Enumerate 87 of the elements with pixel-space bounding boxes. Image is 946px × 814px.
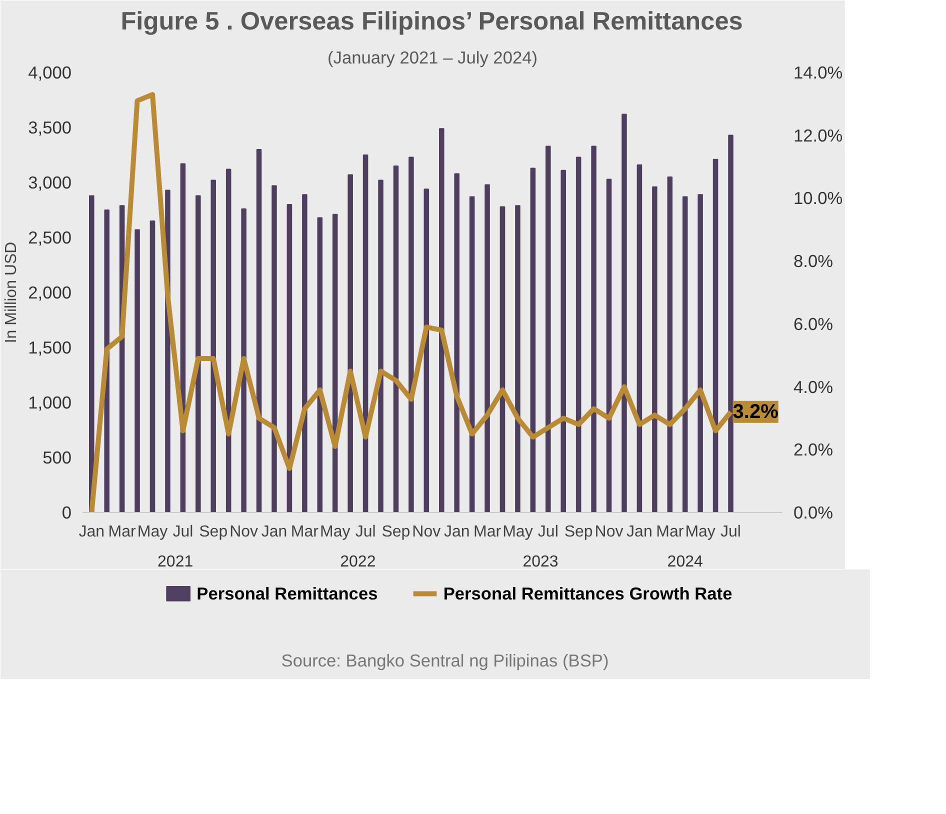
bar: [515, 205, 520, 512]
bar: [530, 168, 536, 512]
x-tick-label: May: [685, 524, 716, 540]
bar: [210, 180, 216, 512]
x-tick-label: Mar: [656, 524, 684, 540]
x-tick-label: Jan: [78, 524, 105, 540]
bar: [591, 146, 596, 512]
bar: [241, 208, 246, 512]
y-tick-label: 2,500: [28, 228, 72, 248]
bar: [454, 173, 460, 512]
y-axis-title: In Million USD: [3, 242, 20, 344]
chart-title: Figure 5 . Overseas Filipinos’ Personal Remittances: [120, 8, 743, 36]
x-tick-label: Sep: [199, 524, 228, 540]
bar: [484, 184, 490, 512]
bar: [286, 204, 292, 512]
bar: [698, 194, 703, 512]
bar: [272, 185, 277, 512]
bar: [622, 114, 627, 512]
bar: [439, 128, 444, 512]
bar: [728, 134, 734, 512]
y-tick-label: 3,500: [28, 118, 72, 138]
x-tick-label: Nov: [230, 524, 258, 540]
bar: [424, 188, 430, 512]
x-tick-label: Jan: [261, 524, 288, 540]
legend-label: Personal Remittances Growth Rate: [443, 584, 733, 604]
y2-tick-label: 8.0%: [794, 251, 833, 272]
bar: [196, 195, 201, 512]
bar: [393, 166, 399, 512]
bar: [348, 174, 353, 512]
bar: [682, 196, 688, 512]
y2-tick-label: 14.0%: [794, 62, 843, 82]
y2-tick-label: 6.0%: [794, 314, 833, 334]
bar: [408, 156, 414, 512]
text: 2023: [522, 554, 558, 570]
data-label: 3.2%: [732, 400, 779, 423]
bar: [317, 217, 323, 512]
bar: [302, 194, 308, 512]
bar: [546, 146, 551, 512]
x-tick-label: Jan: [626, 524, 652, 540]
y2-tick-label: 10.0%: [794, 188, 843, 208]
bar: [500, 206, 506, 512]
x-tick-label: Sep: [382, 524, 410, 540]
x-tick-label: Nov: [594, 524, 624, 540]
bar: [667, 176, 673, 512]
bar: [89, 195, 94, 512]
x-tick-label: May: [502, 524, 533, 540]
chart-subtitle: (January 2021 – July 2024): [328, 48, 538, 68]
y-tick-label: 3,000: [28, 172, 72, 192]
bar: [652, 186, 658, 512]
y-tick-label: 2,000: [28, 282, 72, 302]
text: 2024: [667, 554, 704, 570]
bar: [362, 154, 368, 512]
x-tick-label: Mar: [290, 524, 320, 540]
bar: [378, 180, 384, 512]
y2-tick-label: 12.0%: [794, 125, 843, 146]
x-tick-label: Jul: [720, 524, 741, 540]
y2-tick-label: 2.0%: [794, 440, 833, 460]
x-tick-label: Jul: [172, 524, 194, 540]
y-tick-label: 1,000: [28, 392, 72, 412]
y2-tick-label: 0.0%: [794, 502, 833, 522]
bar: [560, 170, 566, 512]
x-tick-label: Mar: [108, 524, 137, 540]
bar: [576, 156, 582, 512]
bar: [256, 149, 262, 512]
text: 2021: [158, 554, 194, 570]
y-tick-label: 500: [42, 448, 72, 468]
bar: [134, 229, 140, 512]
y2-tick-label: 4.0%: [794, 376, 833, 397]
x-tick-label: May: [137, 524, 168, 540]
text: 2022: [340, 554, 376, 570]
x-tick-label: Jan: [444, 524, 470, 540]
x-tick-label: Jul: [355, 524, 376, 540]
x-tick-label: May: [320, 524, 350, 540]
bar: [636, 164, 642, 512]
source-note: Source: Bangko Sentral ng Pilipinas (BSP): [281, 650, 609, 671]
x-tick-label: Nov: [412, 524, 441, 540]
x-tick-label: Mar: [474, 524, 502, 540]
y-tick-label: 1,500: [28, 338, 72, 358]
x-tick-label: Sep: [564, 524, 593, 540]
bar: [712, 158, 718, 512]
y-tick-label: 0: [62, 502, 72, 522]
bar: [150, 220, 156, 512]
bar: [469, 196, 475, 512]
x-tick-label: Jul: [538, 524, 558, 540]
y-tick-label: 4,000: [28, 62, 72, 82]
bar: [606, 178, 612, 512]
legend-label: Personal Remittances: [196, 584, 378, 604]
